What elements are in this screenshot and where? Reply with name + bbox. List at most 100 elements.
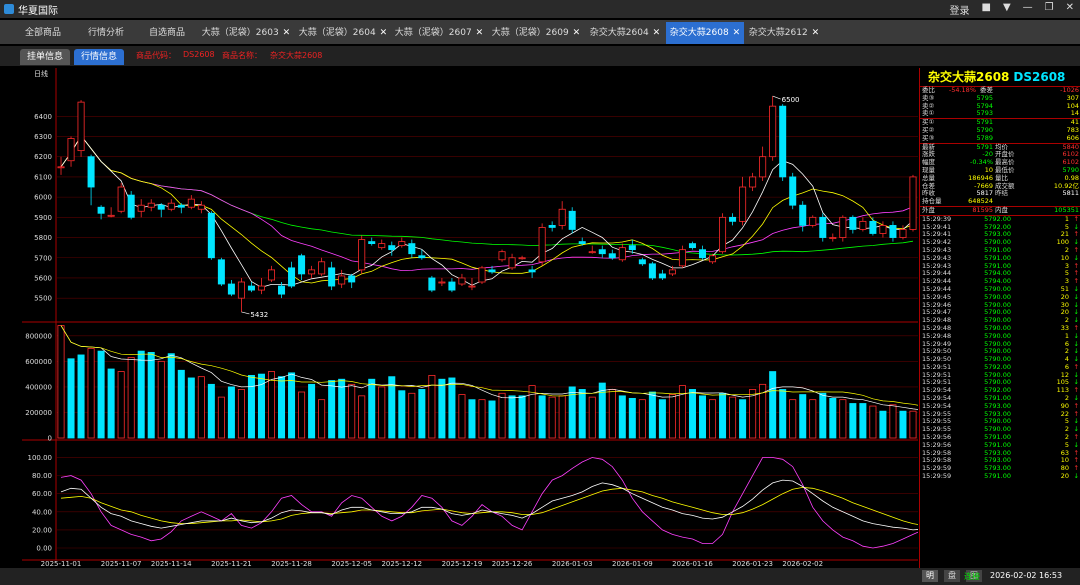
tab-5[interactable]: 大蒜（泥袋）2607 ✕ [392,22,486,44]
candle-body [318,261,326,275]
tab-7[interactable]: 杂交大蒜2604 ✕ [586,22,664,44]
label: 最新 [922,142,935,151]
date-tick: 2025-11-21 [211,560,252,568]
tick-volume: 6 [1064,339,1069,348]
tab-label: 大蒜（泥袋）2609 [491,28,569,38]
volume-bar [588,396,596,439]
candle-body [388,245,396,251]
price: 5794 [976,101,993,110]
candle-body [739,186,747,222]
label: 卖① [922,109,935,118]
kline-chart[interactable]: 日线 6400 6300 6200 6100 6000 5900 5800 5700 5600 55… [22,68,927,568]
volume-bar [247,374,255,439]
weibi-row: 委比 -54.18% 委差 -1026 [920,86,1080,95]
tab-label: 行情分析 [87,28,124,38]
tick-time: 15:29:48 [922,331,952,340]
volume-tick: 400000 [25,383,52,391]
tab-4[interactable]: 大蒜（泥袋）2604 ✕ [296,22,390,44]
tab-2[interactable]: 自选商品 [138,22,196,44]
dropdown-icon[interactable]: ▼ [1002,2,1011,13]
volume: 307 [1066,93,1079,102]
candle-body [167,202,175,210]
volume-bar [67,358,75,439]
candle-body [498,251,506,261]
shirt-icon[interactable]: ■ [981,2,991,13]
bottom-tab-book[interactable]: 盘 [944,570,960,582]
tick-arrow-icon: ↓ [1073,425,1079,434]
candle-body [508,257,516,269]
tab-3[interactable]: 大蒜（泥袋）2603 ✕ [198,22,294,44]
tick-volume: 2 [1064,433,1069,442]
tick-price: 5790.00 [984,339,1011,348]
volume-bar [558,395,566,439]
chart-area[interactable]: 日线 6400 6300 6200 6100 6000 5900 5800 5700 5600 55… [22,68,927,568]
ma20-line [60,135,914,272]
tick-row: 15:29:48 5790.00 1 ↓ [920,331,1080,341]
price-tick: 6100 [34,173,52,181]
tick-volume: 5 [1064,269,1069,278]
label: 总量 [922,173,935,182]
restore-icon[interactable]: ❐ [1044,2,1054,13]
tick-price: 5793.00 [984,456,1011,465]
tab-close-icon[interactable]: ✕ [572,28,581,38]
bottom-tab-chart[interactable]: 图 [966,570,982,582]
tick-price: 5790.00 [984,284,1011,293]
price: 5791 [976,118,993,127]
candle-body [157,204,165,210]
tick-price: 5791.00 [984,440,1011,449]
volume-tick: 600000 [25,358,52,366]
tick-time: 15:29:59 [922,464,952,473]
tab-8[interactable]: 杂交大蒜2608 ✕ [666,22,744,44]
label: 量比 [995,173,1008,182]
value: 186946 [968,173,993,182]
tab-close-icon[interactable]: ✕ [475,28,484,38]
tick-volume: 63 [1060,448,1069,457]
tab-label: 自选商品 [148,28,185,38]
order-info-tab[interactable]: 挂单信息 [20,49,71,65]
tab-6[interactable]: 大蒜（泥袋）2609 ✕ [488,22,584,44]
tick-arrow-icon: ↓ [1073,331,1079,340]
candle-body [709,255,717,263]
candle-body [819,216,827,238]
volume: 606 [1066,133,1079,142]
candle-body [518,257,526,260]
volume-bar [438,378,446,439]
candle-body [548,225,556,228]
tab-9[interactable]: 杂交大蒜2612 ✕ [746,22,822,44]
tick-price: 5791.00 [984,394,1011,403]
tick-row: 15:29:46 5790.00 30 ↓ [920,301,1080,310]
tick-time: 15:29:44 [922,284,952,293]
volume-bar [749,389,757,439]
date-tick: 2025-12-19 [442,560,483,568]
tab-0[interactable]: 全部商品 [12,22,74,44]
tab-close-icon[interactable]: ✕ [652,28,661,38]
bottom-tab-detail[interactable]: 明 [922,570,938,582]
tab-1[interactable]: 行情分析 [76,22,136,44]
candle-body [428,277,436,291]
minimize-icon[interactable]: — [1022,2,1033,13]
login-button[interactable]: 登录 [949,6,970,17]
tick-arrow-icon: ↑ [1073,261,1079,270]
close-icon[interactable]: ✕ [1065,2,1074,13]
candle-body [618,247,626,261]
quote-info-tab[interactable]: 行情信息 [74,49,125,65]
tick-arrow-icon: ↓ [1073,472,1079,481]
tick-volume: 20 [1060,472,1069,481]
sub-toolbar: 挂单信息 行情信息 商品代码： DS2608 商品名称： 杂交大蒜2608 [0,46,1080,66]
tick-row: 15:29:51 5790.00 105 ↓ [920,379,1080,387]
volume-bar [207,383,215,439]
volume-bar [278,376,286,439]
candle-body [578,241,586,245]
tab-close-icon[interactable]: ✕ [379,28,388,38]
label: 卖② [922,101,935,110]
tick-volume: 20 [1060,292,1069,301]
volume-bar [197,376,205,439]
tick-volume: 105 [1056,378,1069,387]
candle-body [658,273,666,279]
volume-bar [408,392,416,439]
quote-name: 杂交大蒜2608 [928,70,1010,84]
tab-close-icon[interactable]: ✕ [282,28,291,38]
candle-body [247,285,255,291]
tab-close-icon[interactable]: ✕ [732,28,741,38]
tab-close-icon[interactable]: ✕ [811,28,820,38]
